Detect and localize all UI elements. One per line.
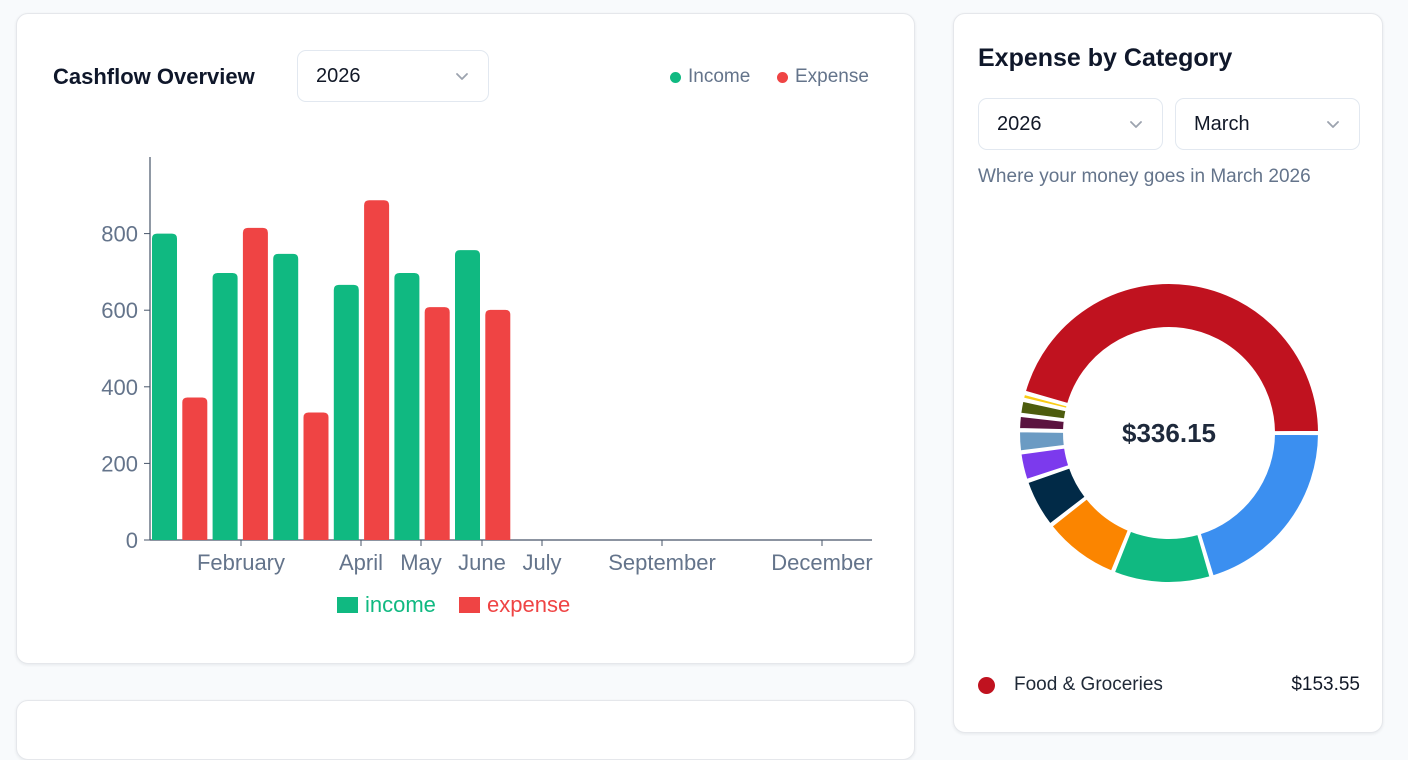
y-tick-label: 400 xyxy=(101,375,138,400)
expense-bar[interactable] xyxy=(364,200,390,541)
x-tick-label: July xyxy=(522,550,561,575)
y-tick-label: 600 xyxy=(101,298,138,323)
income-bar[interactable] xyxy=(273,253,299,541)
legend-expense: Expense xyxy=(777,66,869,88)
income-bar[interactable] xyxy=(152,233,177,540)
chevron-down-icon xyxy=(456,73,468,80)
expense-month-value: March xyxy=(1194,112,1250,135)
expense-bar[interactable] xyxy=(424,307,450,540)
donut-slice[interactable] xyxy=(1050,496,1131,573)
expense-by-category-card: Expense by Category 2026 March Where you… xyxy=(953,13,1383,733)
lower-card xyxy=(16,700,915,760)
income-bar[interactable] xyxy=(394,273,420,540)
donut-slice[interactable] xyxy=(1112,529,1212,584)
expense-dot-icon xyxy=(777,71,788,83)
income-legend-swatch xyxy=(337,597,358,613)
expense-bar[interactable] xyxy=(182,397,208,540)
expense-subtitle: Where your money goes in March 2026 xyxy=(978,166,1311,187)
cashflow-bar-chart: 0 200 400 600 800 February April May June July Sep… xyxy=(101,157,873,617)
expense-bar[interactable] xyxy=(303,412,329,540)
expense-donut-chart: $336.15 xyxy=(1018,282,1321,584)
income-bar[interactable] xyxy=(212,273,238,540)
cashflow-year-value: 2026 xyxy=(316,64,361,87)
donut-slice[interactable] xyxy=(1019,446,1071,482)
x-tick-label: May xyxy=(400,550,442,575)
donut-slice[interactable] xyxy=(1018,430,1066,453)
category-color-dot-icon xyxy=(978,676,995,694)
category-amount: $153.55 xyxy=(1291,674,1360,695)
donut-slice[interactable] xyxy=(1019,399,1068,421)
expense-year-select[interactable]: 2026 xyxy=(978,98,1163,150)
donut-slice[interactable] xyxy=(1021,392,1069,410)
expense-legend-label: expense xyxy=(487,592,570,617)
chevron-down-icon xyxy=(1327,121,1339,128)
expense-bar[interactable] xyxy=(485,309,511,540)
donut-slice[interactable] xyxy=(1026,466,1088,526)
expense-legend-swatch xyxy=(459,597,480,613)
expense-month-select[interactable]: March xyxy=(1175,98,1360,150)
expense-year-value: 2026 xyxy=(997,112,1042,135)
x-tick-label: December xyxy=(771,550,872,575)
category-row[interactable]: Food & Groceries $153.55 xyxy=(978,674,1360,696)
cashflow-title: Cashflow Overview xyxy=(53,64,255,89)
chevron-down-icon xyxy=(1130,121,1142,128)
category-name: Food & Groceries xyxy=(1014,674,1163,695)
donut-slice[interactable] xyxy=(1023,282,1321,434)
legend-income-label: Income xyxy=(688,66,751,87)
cashflow-overview-card: Cashflow Overview 2026 Income Expense 0 2… xyxy=(16,13,915,664)
donut-center-total: $336.15 xyxy=(1122,418,1216,448)
x-tick-label: September xyxy=(608,550,716,575)
expense-title: Expense by Category xyxy=(978,44,1233,72)
legend-income: Income xyxy=(670,66,750,88)
y-tick-label: 0 xyxy=(126,528,138,553)
y-tick-label: 800 xyxy=(101,222,138,247)
legend-expense-label: Expense xyxy=(795,66,869,87)
x-tick-label: April xyxy=(339,550,383,575)
x-tick-label: June xyxy=(458,550,506,575)
donut-slice[interactable] xyxy=(1018,414,1066,432)
income-dot-icon xyxy=(670,71,681,83)
y-tick-label: 200 xyxy=(101,451,138,476)
income-bar[interactable] xyxy=(333,284,359,540)
x-tick-label: February xyxy=(197,550,285,575)
expense-bar[interactable] xyxy=(242,227,268,541)
income-bar[interactable] xyxy=(455,250,480,540)
income-legend-label: income xyxy=(365,592,436,617)
cashflow-year-select[interactable]: 2026 xyxy=(297,50,489,102)
donut-slice[interactable] xyxy=(1198,432,1321,578)
